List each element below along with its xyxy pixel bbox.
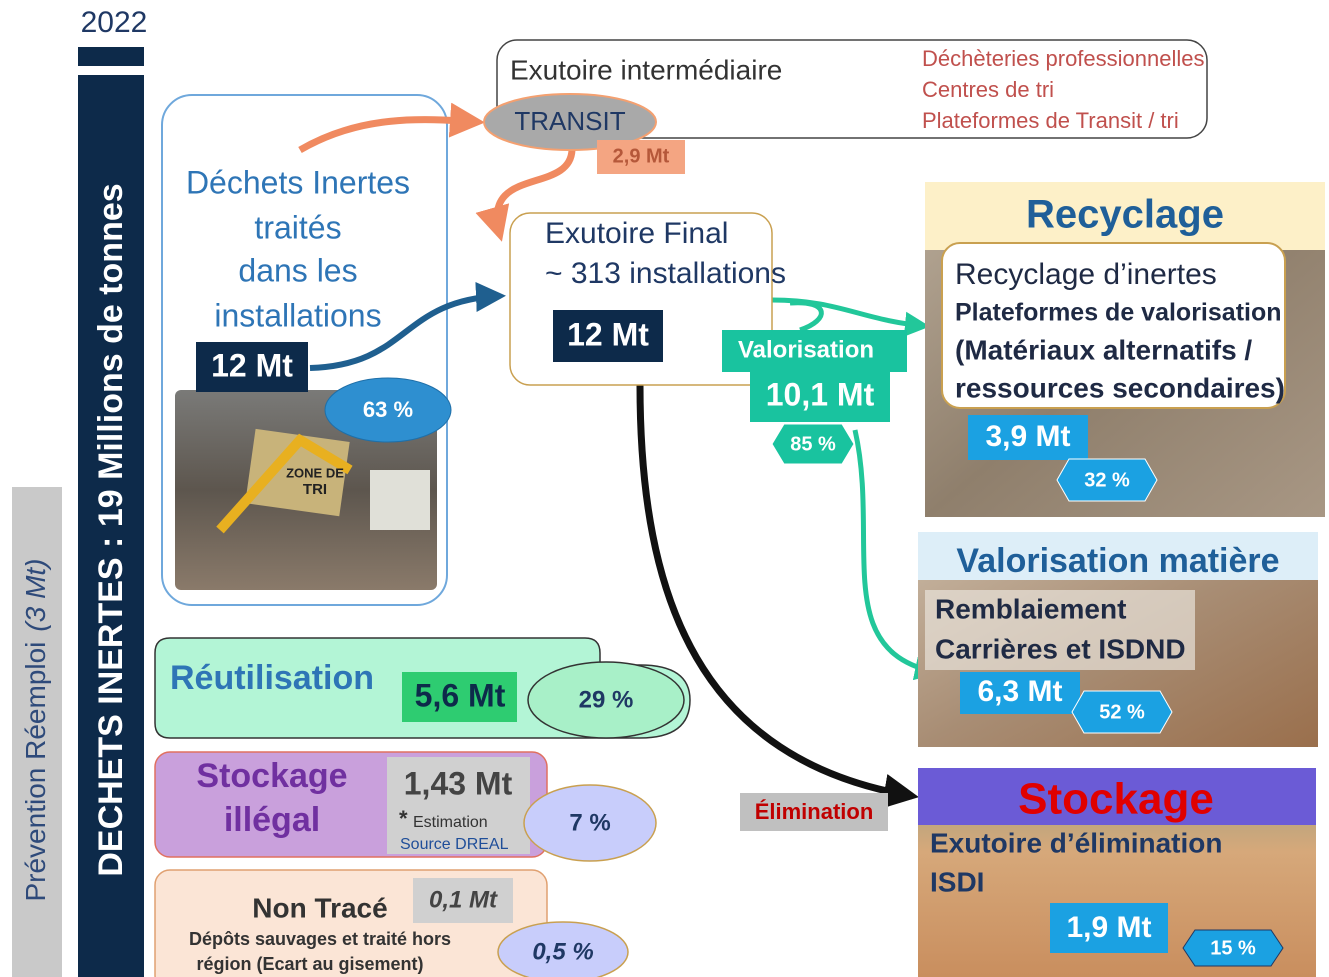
valorisation-label: Valorisation: [738, 336, 874, 363]
page: Déchets inertes 2022 {"year":"2022", "si…: [0, 0, 1329, 977]
recycling-line: (Matériaux alternatifs /: [955, 334, 1252, 365]
recycling-line: Plateformes de valorisation: [955, 299, 1282, 327]
storage-line: Exutoire d’élimination: [930, 827, 1222, 858]
treated-line: traités: [254, 209, 341, 245]
untraced-line: Dépôts sauvages et traité hors: [189, 929, 451, 949]
material-amount: 6,3 Mt: [977, 675, 1062, 708]
illegal-title: Stockage: [196, 757, 347, 795]
arrow: [790, 303, 821, 330]
untraced-line: région (Ecart au gisement): [196, 954, 423, 974]
side-title: DECHETS INERTES : 19 Millions de tonnes: [92, 183, 130, 876]
transit: TRANSIT: [514, 106, 625, 136]
site: Centres de tri: [922, 77, 1054, 102]
treated-line: installations: [214, 297, 381, 333]
illegal-note: Estimation: [413, 814, 488, 831]
transit-amount: 2,9 Mt: [613, 145, 670, 167]
storage-title: Stockage: [1018, 775, 1214, 824]
treated-line: Déchets Inertes: [186, 164, 410, 200]
body: 2022 DECHETS INERTES : 19 Millions de to…: [0, 0, 1329, 977]
untraced-title: Non Tracé: [252, 892, 387, 923]
material-share: 52 %: [1099, 701, 1145, 723]
recycling-title: Recyclage: [1026, 193, 1224, 237]
illegal-amount: 1,43 Mt: [404, 765, 513, 801]
excavator-cab: [370, 470, 430, 530]
treated-amount: 12 Mt: [211, 347, 293, 383]
final-title: Exutoire Final: [545, 217, 728, 250]
recycling-line: Recyclage d’inertes: [955, 258, 1217, 291]
valorisation-share: 85 %: [790, 433, 836, 455]
prevention-amount: (3 Mt): [20, 558, 51, 631]
valorisation-amount: 10,1 Mt: [766, 376, 875, 412]
prevention-text: Prévention Réemploi: [20, 642, 51, 902]
diagram: 2022 DECHETS INERTES : 19 Millions de to…: [0, 0, 1329, 977]
note-mark: *: [399, 806, 408, 831]
reuse-amount: 5,6 Mt: [415, 677, 506, 713]
treated-line: dans les: [238, 252, 357, 288]
intermediate-title: Exutoire intermédiaire: [510, 54, 782, 85]
material-line: Carrières et ISDND: [935, 633, 1186, 664]
storage-line: ISDI: [930, 866, 984, 897]
recycling-line: ressources secondaires): [955, 372, 1285, 403]
final-amount: 12 Mt: [567, 316, 649, 352]
storage-share: 15 %: [1210, 937, 1256, 959]
illegal-title: illégal: [224, 801, 320, 839]
year: 2022: [81, 6, 148, 39]
material-line: Remblaiement: [935, 593, 1126, 624]
illegal-share: 7 %: [569, 809, 610, 836]
storage-amount: 1,9 Mt: [1066, 911, 1151, 944]
site: Déchèteries professionnelles: [922, 46, 1205, 71]
sign-text: TRI: [303, 481, 327, 498]
reuse-title: Réutilisation: [170, 659, 374, 697]
prevention-label: Prévention Réemploi (3 Mt): [20, 558, 51, 901]
elimination: Élimination: [755, 799, 874, 824]
illegal-source: Source DREAL: [400, 836, 509, 853]
recycling-share: 32 %: [1084, 469, 1130, 491]
untraced-share: 0,5 %: [532, 938, 593, 965]
year-bar: [78, 47, 144, 66]
site: Plateformes de Transit / tri: [922, 108, 1179, 133]
final-count: ~ 313 installations: [545, 257, 786, 290]
recycling-amount: 3,9 Mt: [985, 420, 1070, 453]
untraced-amount: 0,1 Mt: [429, 886, 498, 913]
reuse-share: 29 %: [579, 686, 634, 713]
treated-share: 63 %: [363, 397, 413, 422]
material-title: Valorisation matière: [956, 542, 1279, 580]
sign-text: ZONE DE: [286, 465, 344, 480]
